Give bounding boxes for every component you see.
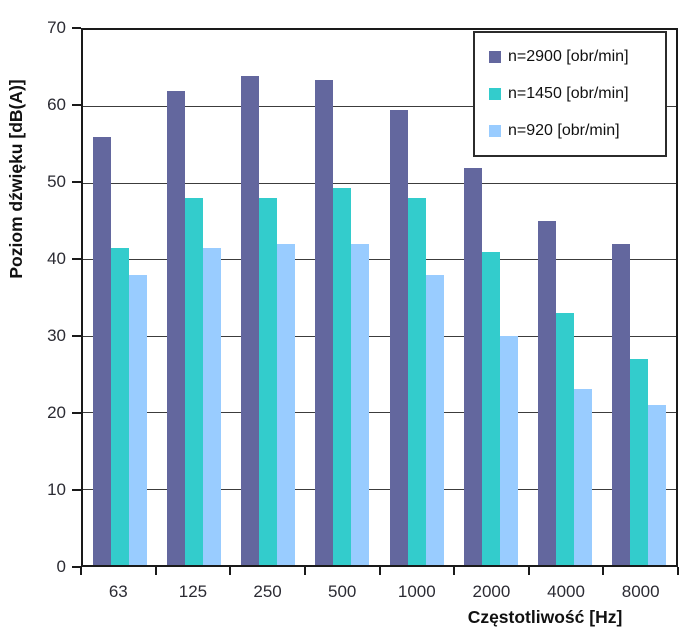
x-tick-label-125: 125 [178,582,208,601]
y-tick-mark-20 [72,412,81,414]
x-tick-mark-1 [154,567,157,575]
gridline-60 [83,106,676,108]
bar-63hz-series2 [111,247,130,565]
bar-63hz-series1 [93,137,112,565]
bar-250hz-series3 [277,244,296,565]
x-tick-label-4000: 4000 [547,582,585,601]
y-tick-label-20: 20 [47,403,66,422]
y-tick-label-70: 70 [47,18,66,37]
x-tick-label-2000: 2000 [472,582,511,601]
bar-250hz-series1 [241,75,260,565]
bar-250hz-series2 [259,198,278,565]
gridline-50 [83,182,676,184]
bar-125hz-series2 [185,198,204,565]
y-tick-mark-40 [72,258,81,260]
x-tick-label-250: 250 [253,582,282,601]
x-tick-mark-2 [229,567,232,575]
legend: n=2900 [obr/min] n=1450 [obr/min] n=920 [o… [473,31,667,157]
y-tick-label-40: 40 [47,249,66,268]
x-tick-mark-3 [303,567,306,575]
y-tick-mark-60 [72,104,81,106]
y-tick-mark-50 [72,181,81,183]
y-tick-label-0: 0 [56,557,66,576]
legend-label: n=1450 [obr/min] [508,84,629,102]
bar-8000hz-series3 [647,404,666,565]
bar-125hz-series1 [167,91,186,565]
legend-marker-icon [489,87,501,100]
x-axis-title: Częstotliwość [Hz] [467,607,623,627]
legend-marker-icon [489,124,501,137]
bar-4000hz-series3 [573,389,592,565]
legend-marker-icon [489,51,501,64]
y-tick-mark-30 [72,335,81,337]
x-tick-mark-5 [453,567,456,575]
bar-2000hz-series1 [463,167,482,565]
legend-label: n=920 [obr/min] [508,121,620,139]
x-tick-mark-8 [677,567,679,575]
x-tick-mark-7 [602,567,605,575]
bar-2000hz-series3 [499,335,518,565]
bar-500hz-series3 [351,244,370,565]
y-tick-mark-0 [72,566,81,568]
bar-4000hz-series1 [537,221,556,565]
x-tick-mark-4 [378,567,381,575]
bar-1000hz-series1 [389,110,408,565]
bar-4000hz-series2 [555,312,574,565]
bar-125hz-series3 [203,247,222,565]
bar-1000hz-series2 [407,198,426,565]
bar-500hz-series2 [333,188,352,565]
x-tick-label-63: 63 [108,582,128,601]
y-tick-label-30: 30 [47,326,66,345]
y-tick-label-10: 10 [47,480,66,499]
gridline-20 [83,412,676,414]
y-tick-label-60: 60 [47,95,66,114]
gridline-10 [83,488,676,490]
x-tick-mark-0 [80,567,82,575]
legend-item-3: n=920 [obr/min] [489,122,665,140]
legend-label: n=2900 [obr/min] [508,48,629,66]
y-tick-mark-70 [72,27,81,29]
x-tick-label-8000: 8000 [621,582,660,601]
x-tick-label-1000: 1000 [397,582,436,601]
x-tick-mark-6 [527,567,530,575]
legend-item-1: n=2900 [obr/min] [489,48,665,66]
bar-8000hz-series1 [611,244,630,565]
gridline-40 [83,259,676,261]
bar-500hz-series1 [315,79,334,565]
y-tick-label-50: 50 [47,172,66,191]
bar-2000hz-series2 [481,251,500,565]
bar-1000hz-series3 [425,274,444,565]
y-tick-mark-10 [72,489,81,491]
bar-8000hz-series2 [629,358,648,565]
bar-63hz-series3 [129,274,148,565]
legend-item-2: n=1450 [obr/min] [489,85,665,103]
gridline-30 [83,335,676,337]
x-tick-label-500: 500 [328,582,357,601]
